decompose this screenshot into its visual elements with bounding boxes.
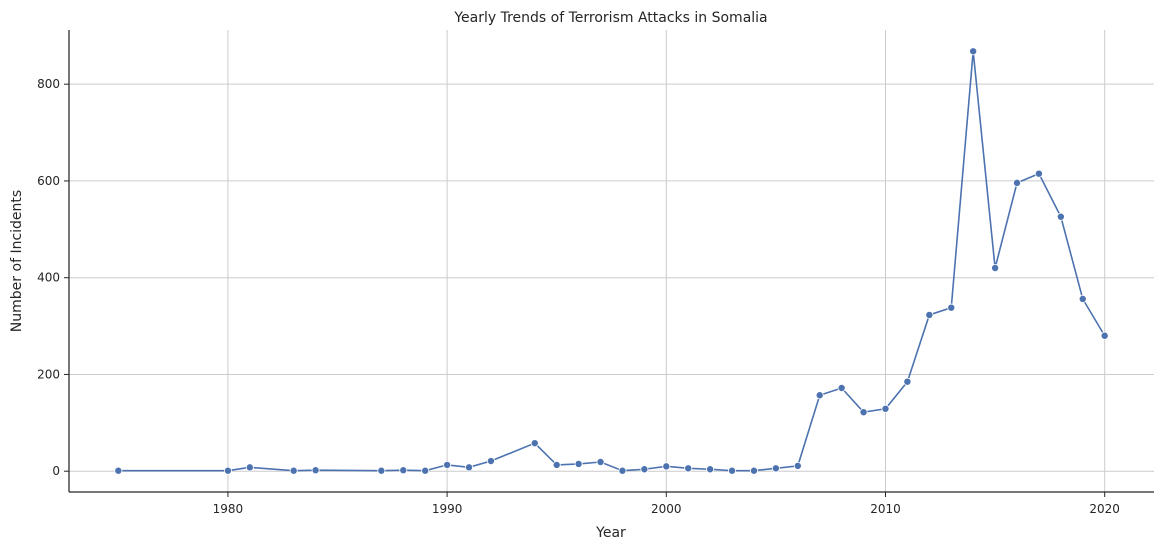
y-axis-label: Number of Incidents: [9, 190, 25, 332]
x-axis: 1980 1990 2000 2010 2020: [213, 492, 1120, 516]
x-axis-label: Year: [595, 525, 626, 541]
y-tick-label: 0: [52, 464, 60, 478]
data-point: [574, 459, 583, 468]
data-point: [793, 461, 802, 470]
data-point: [530, 439, 539, 448]
data-point: [1078, 294, 1087, 303]
data-point: [223, 466, 232, 475]
data-point: [728, 466, 737, 475]
data-point: [771, 464, 780, 473]
x-tick-label: 2010: [870, 502, 901, 516]
grid-lines: [69, 30, 1154, 492]
data-point: [399, 466, 408, 475]
data-point: [815, 391, 824, 400]
data-point: [1056, 212, 1065, 221]
series-line: [118, 51, 1106, 472]
y-tick-label: 600: [37, 174, 60, 188]
data-point: [245, 463, 254, 472]
data-point: [684, 464, 693, 473]
data-point: [837, 383, 846, 392]
axis-spines: [68, 30, 1154, 493]
data-point: [289, 466, 298, 475]
data-point: [1100, 331, 1109, 340]
data-point: [596, 458, 605, 467]
data-point: [443, 460, 452, 469]
data-point: [618, 466, 627, 475]
x-tick-label: 2020: [1089, 502, 1120, 516]
data-point: [552, 460, 561, 469]
data-point: [640, 465, 649, 474]
data-point: [377, 466, 386, 475]
data-point: [991, 264, 1000, 273]
data-point: [859, 408, 868, 417]
data-point: [947, 303, 956, 312]
data-point: [749, 466, 758, 475]
data-point: [1034, 169, 1043, 178]
data-point: [421, 466, 430, 475]
data-point: [311, 466, 320, 475]
data-point: [486, 457, 495, 466]
x-tick-label: 2000: [651, 502, 682, 516]
data-point: [969, 47, 978, 56]
x-tick-label: 1990: [432, 502, 463, 516]
data-point: [706, 465, 715, 474]
y-tick-label: 400: [37, 271, 60, 285]
series-layer: [114, 47, 1109, 475]
data-point: [925, 310, 934, 319]
data-point: [1013, 178, 1022, 187]
y-tick-label: 800: [37, 77, 60, 91]
data-point: [662, 462, 671, 471]
data-point: [881, 404, 890, 413]
data-point: [114, 466, 123, 475]
data-point: [465, 463, 474, 472]
chart-title: Yearly Trends of Terrorism Attacks in So…: [453, 10, 767, 26]
data-point: [903, 377, 912, 386]
x-tick-label: 1980: [213, 502, 244, 516]
y-tick-label: 200: [37, 367, 60, 381]
y-axis: 0 200 400 600 800: [37, 77, 69, 478]
